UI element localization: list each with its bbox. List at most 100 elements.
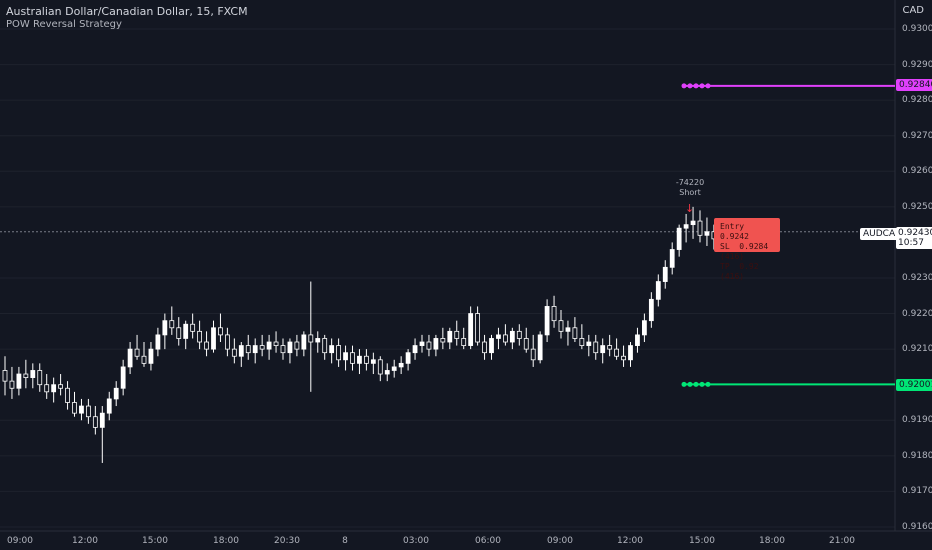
candle-body bbox=[426, 341, 432, 350]
bar-countdown: 10:57 bbox=[898, 238, 924, 248]
candle-body bbox=[461, 338, 467, 346]
candle-body bbox=[92, 416, 98, 428]
candle-body bbox=[363, 355, 369, 364]
strategy-name[interactable]: POW Reversal Strategy bbox=[6, 19, 122, 30]
sl-pips: (416) bbox=[720, 252, 745, 261]
candle-body bbox=[489, 338, 494, 354]
candle-body bbox=[697, 220, 703, 236]
candle-body bbox=[72, 402, 77, 414]
candle-body bbox=[635, 334, 640, 346]
tp-row: TP 0.92 (416) bbox=[720, 262, 780, 282]
candle-body bbox=[266, 341, 272, 350]
lower-level-badge: 0.92001 bbox=[896, 379, 932, 391]
candle-body bbox=[343, 352, 348, 361]
candle-body bbox=[350, 352, 355, 364]
strategy-levels bbox=[681, 83, 895, 387]
candle-body bbox=[287, 341, 293, 354]
entry-row: Entry 0.9242 bbox=[720, 222, 780, 242]
candle-body bbox=[662, 266, 668, 282]
lower-level-marker bbox=[705, 381, 711, 387]
x-tick-label: 09:00 bbox=[547, 536, 573, 546]
x-tick-label: 03:00 bbox=[403, 536, 429, 546]
candle-body bbox=[405, 352, 411, 364]
candle-body bbox=[51, 384, 57, 393]
candle-body bbox=[134, 348, 140, 357]
x-tick-label: 8 bbox=[342, 536, 348, 546]
candle-body bbox=[572, 327, 578, 339]
x-tick-label: 15:00 bbox=[689, 536, 715, 546]
candle-body bbox=[537, 334, 543, 361]
candle-body bbox=[440, 338, 446, 343]
candle-body bbox=[648, 298, 654, 322]
entry-label: Entry bbox=[720, 222, 745, 231]
lower-level-marker bbox=[693, 381, 699, 387]
candle-body bbox=[301, 334, 307, 350]
candle-body bbox=[642, 320, 647, 336]
candle-body bbox=[190, 323, 196, 332]
candle-body bbox=[106, 398, 112, 414]
x-tick-label: 12:00 bbox=[617, 536, 643, 546]
sl-label: SL bbox=[720, 242, 730, 251]
candle-body bbox=[377, 359, 383, 375]
candle-body bbox=[655, 281, 661, 300]
candle-body bbox=[496, 334, 501, 339]
candle-body bbox=[530, 348, 536, 361]
candle-body bbox=[551, 306, 557, 322]
candle-series bbox=[2, 206, 724, 463]
candle-body bbox=[2, 370, 8, 382]
short-arrow-icon: ↓ bbox=[685, 202, 695, 215]
upper-level-marker bbox=[693, 83, 699, 89]
signal-id: -74220 bbox=[675, 178, 705, 187]
tp-label: TP bbox=[720, 262, 730, 271]
x-tick-label: 21:00 bbox=[829, 536, 855, 546]
candle-body bbox=[245, 345, 251, 354]
candle-body bbox=[176, 327, 182, 339]
candle-body bbox=[204, 341, 209, 350]
candle-body bbox=[16, 373, 22, 389]
candle-body bbox=[329, 345, 335, 354]
candle-body bbox=[294, 341, 300, 350]
upper-level-marker bbox=[699, 83, 705, 89]
x-tick-label: 18:00 bbox=[213, 536, 239, 546]
x-tick-label: 18:00 bbox=[759, 536, 785, 546]
candle-body bbox=[86, 405, 91, 418]
candle-body bbox=[65, 387, 70, 403]
candle-body bbox=[614, 348, 619, 357]
candle-body bbox=[127, 348, 133, 368]
candle-body bbox=[544, 306, 550, 336]
candle-body bbox=[607, 345, 613, 350]
candle-body bbox=[308, 334, 314, 343]
upper-level-marker bbox=[705, 83, 711, 89]
x-tick-label: 09:00 bbox=[7, 536, 33, 546]
candle-body bbox=[113, 387, 119, 400]
candle-body bbox=[433, 338, 439, 350]
candle-body bbox=[315, 338, 321, 343]
candle-body bbox=[502, 334, 508, 343]
candle-body bbox=[600, 345, 606, 354]
candle-body bbox=[593, 341, 599, 354]
x-tick-label: 15:00 bbox=[142, 536, 168, 546]
candle-body bbox=[30, 370, 36, 378]
x-tick-label: 06:00 bbox=[475, 536, 501, 546]
candle-body bbox=[475, 313, 481, 343]
symbol-tag: AUDCAD bbox=[860, 228, 906, 240]
candle-body bbox=[44, 384, 50, 393]
chart-grid bbox=[0, 28, 895, 528]
candle-body bbox=[79, 405, 84, 414]
candle-body bbox=[579, 338, 585, 346]
lower-level-marker bbox=[681, 381, 687, 387]
trade-info-box: Entry 0.9242 SL 0.9284 (416) TP 0.92 (41… bbox=[714, 218, 780, 281]
candle-body bbox=[99, 412, 105, 428]
candle-body bbox=[224, 334, 230, 350]
candle-body bbox=[509, 330, 515, 343]
